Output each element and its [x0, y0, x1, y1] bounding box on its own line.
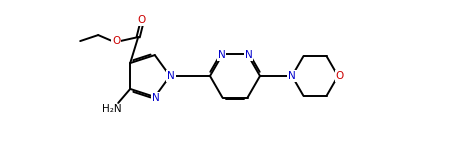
- Text: N: N: [152, 93, 160, 103]
- Text: N: N: [245, 50, 252, 60]
- Text: N: N: [218, 50, 225, 60]
- Text: N: N: [288, 71, 296, 81]
- Text: H₂N: H₂N: [103, 104, 122, 114]
- Text: O: O: [336, 71, 344, 81]
- Text: O: O: [112, 36, 120, 46]
- Text: N: N: [167, 71, 175, 81]
- Text: O: O: [137, 15, 145, 25]
